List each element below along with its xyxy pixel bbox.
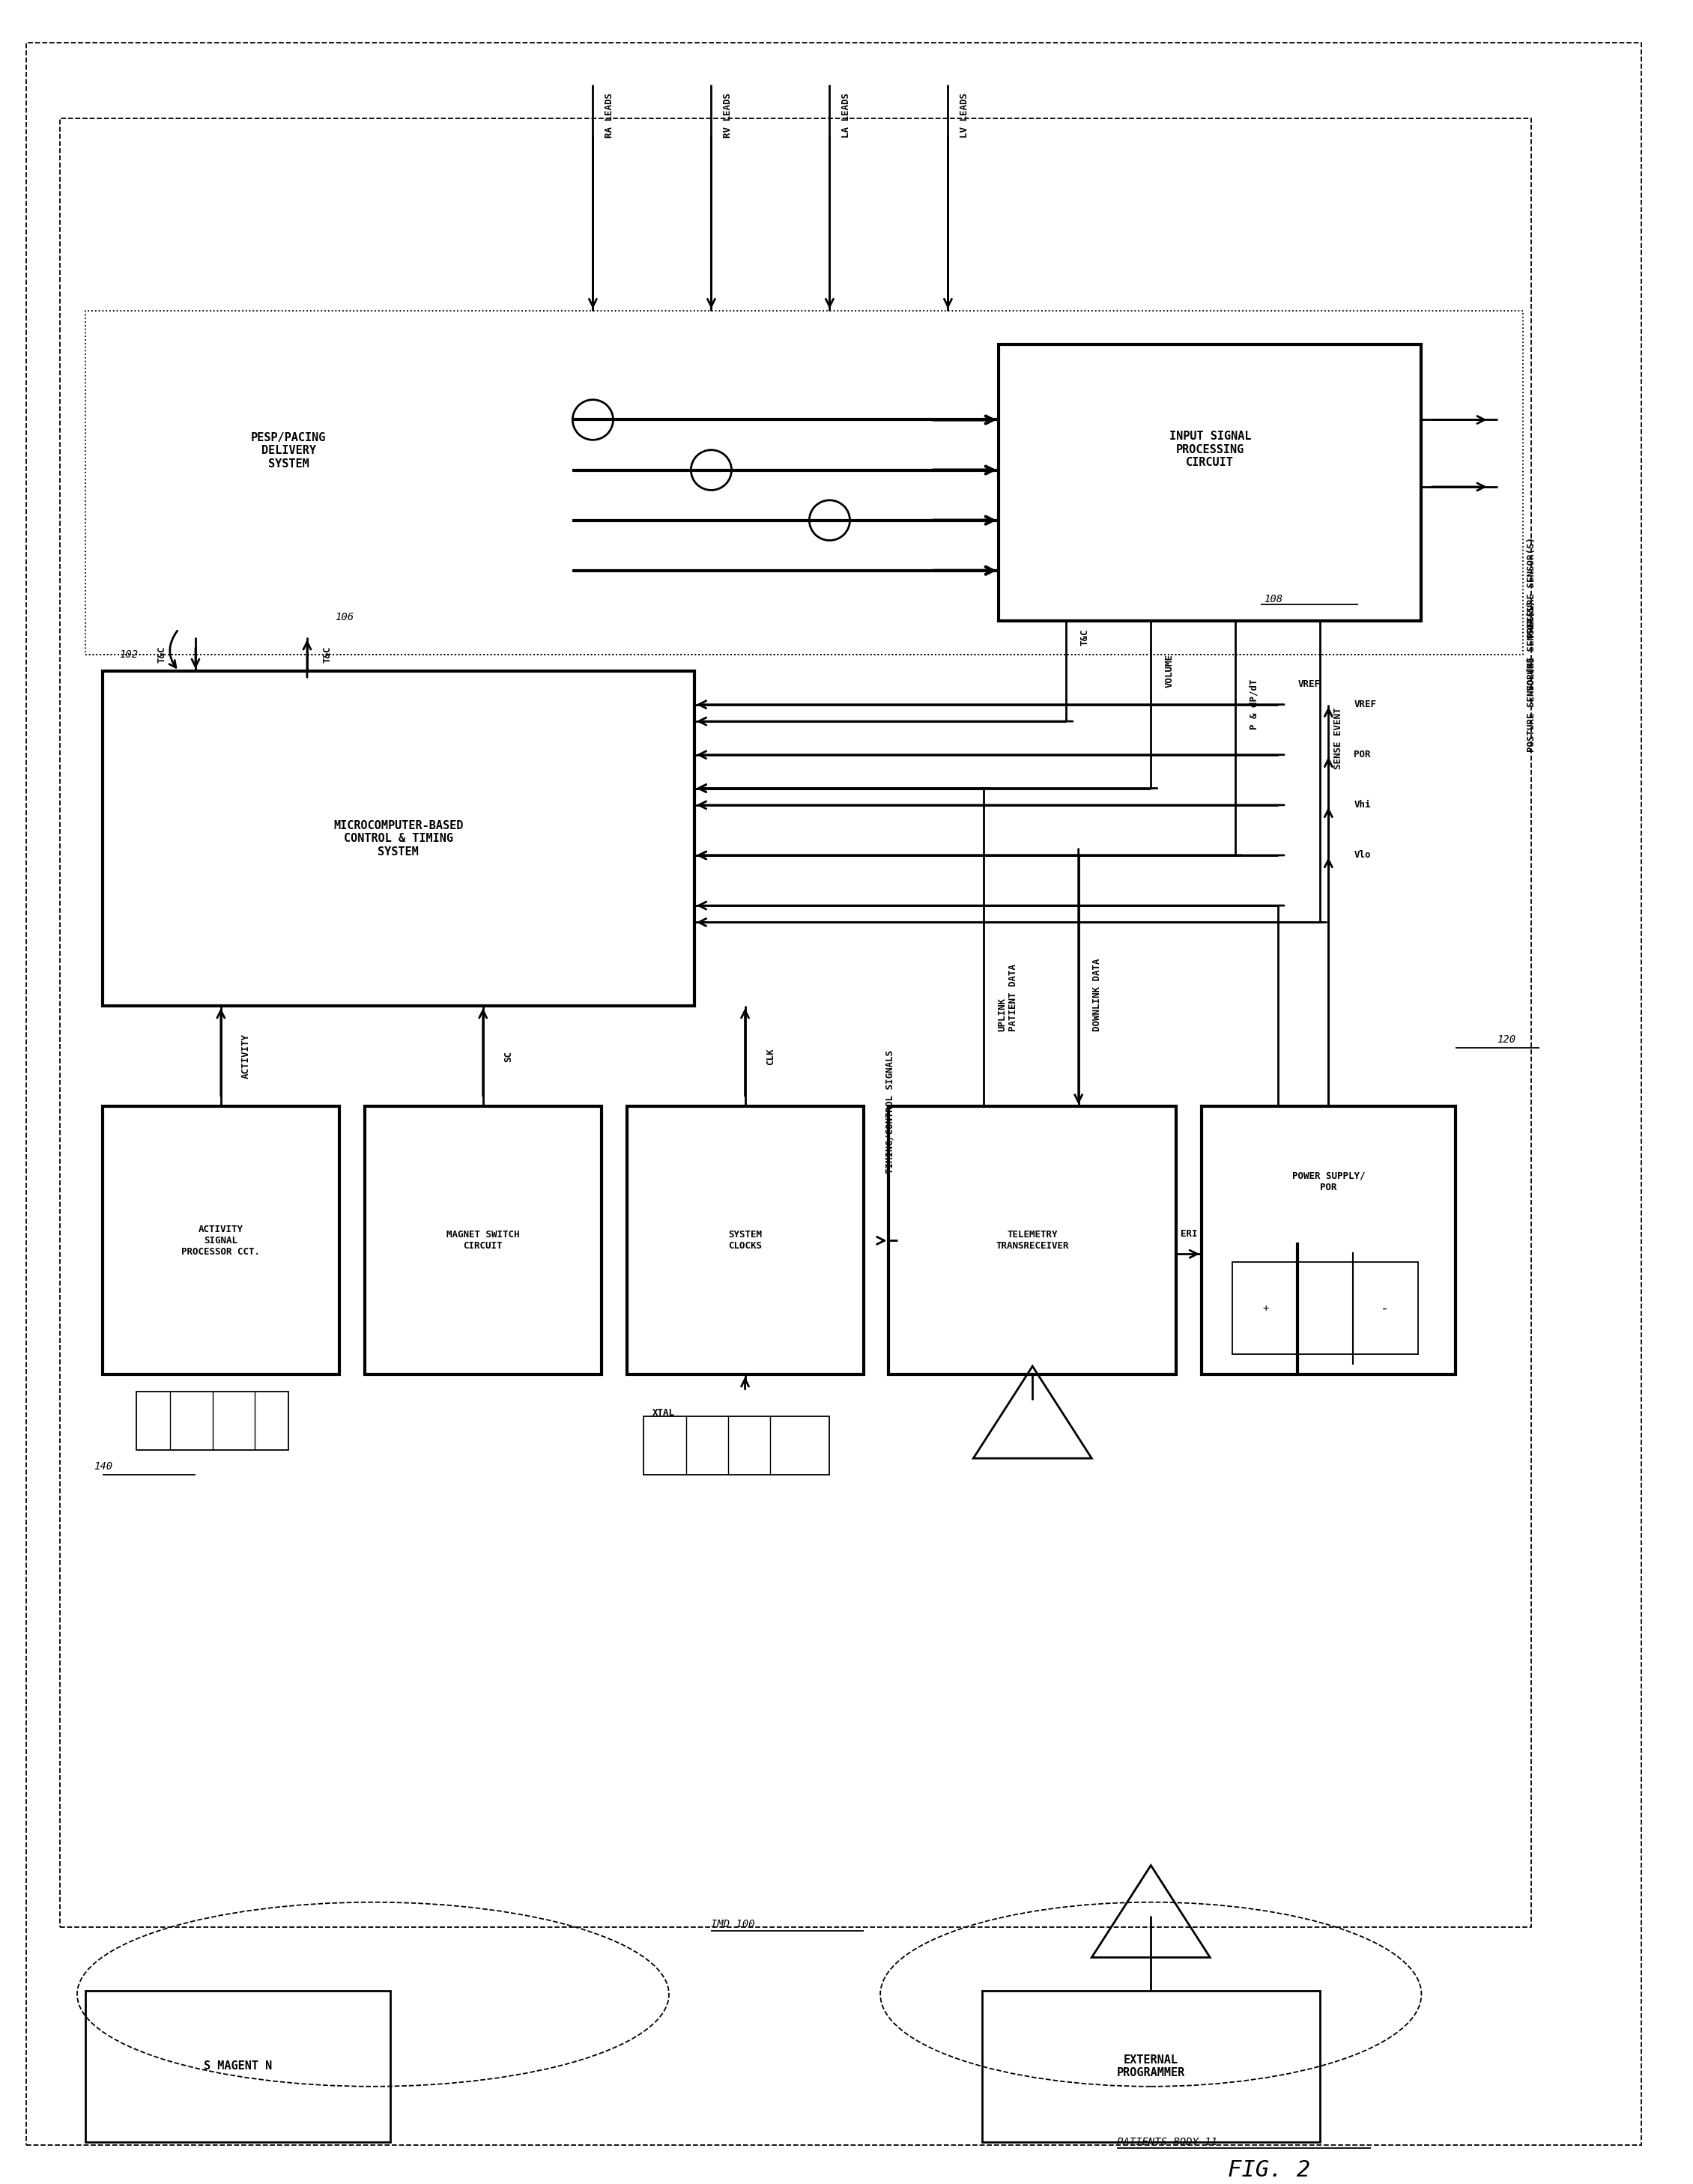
- Bar: [643, 1417, 830, 1474]
- Text: LV LEADS: LV LEADS: [960, 94, 970, 138]
- Text: ACTIVITY
SIGNAL
PROCESSOR CCT.: ACTIVITY SIGNAL PROCESSOR CCT.: [181, 1225, 261, 1256]
- Bar: [1233, 1262, 1419, 1354]
- Bar: [103, 670, 694, 1007]
- Text: RV LEADS: RV LEADS: [723, 94, 733, 138]
- Text: CLK: CLK: [765, 1048, 775, 1066]
- Text: T&C: T&C: [1080, 629, 1090, 646]
- Text: Vhi: Vhi: [1354, 799, 1371, 810]
- Bar: [626, 1107, 863, 1374]
- Text: ACTIVITY: ACTIVITY: [240, 1033, 251, 1079]
- Text: POWER SUPPLY/
POR: POWER SUPPLY/ POR: [1292, 1171, 1365, 1192]
- Text: VOLUME: VOLUME: [1165, 655, 1175, 688]
- Text: TIMING/CONTROL SIGNALS: TIMING/CONTROL SIGNALS: [885, 1051, 896, 1173]
- Bar: [103, 336, 474, 638]
- Text: +: +: [1263, 1304, 1268, 1313]
- Text: DOWNLINK DATA: DOWNLINK DATA: [1092, 959, 1102, 1031]
- Text: VREF: VREF: [1299, 679, 1321, 690]
- Bar: [889, 1107, 1177, 1374]
- Text: S MAGENT N: S MAGENT N: [203, 2062, 273, 2073]
- Text: EXTERNAL
PROGRAMMER: EXTERNAL PROGRAMMER: [1117, 2055, 1185, 2079]
- Text: PESP/PACING
DELIVERY
SYSTEM: PESP/PACING DELIVERY SYSTEM: [251, 432, 327, 470]
- Text: P & dP/dT: P & dP/dT: [1249, 679, 1258, 729]
- Bar: [61, 118, 1532, 1926]
- Text: SENSE EVENT: SENSE EVENT: [1334, 708, 1343, 769]
- Text: IMD 100: IMD 100: [711, 1920, 755, 1928]
- Bar: [364, 1107, 601, 1374]
- Text: ERI: ERI: [1180, 1230, 1197, 1238]
- Text: PRESSURE SENSOR(S): PRESSURE SENSOR(S): [1527, 537, 1536, 638]
- Text: PATIENTS BODY 11: PATIENTS BODY 11: [1117, 2136, 1217, 2147]
- Text: 120: 120: [1497, 1035, 1515, 1044]
- Text: LA LEADS: LA LEADS: [841, 94, 852, 138]
- Text: VREF: VREF: [1354, 699, 1376, 710]
- Text: Vlo: Vlo: [1354, 850, 1371, 860]
- Text: 108: 108: [1265, 594, 1283, 605]
- Text: SC: SC: [503, 1051, 513, 1061]
- Text: -: -: [1380, 1302, 1388, 1315]
- Text: XTAL: XTAL: [652, 1409, 674, 1417]
- Text: 140: 140: [95, 1461, 113, 1472]
- Text: SYSTEM
CLOCKS: SYSTEM CLOCKS: [728, 1230, 762, 1251]
- Text: MAGNET SWITCH
CIRCUIT: MAGNET SWITCH CIRCUIT: [447, 1230, 520, 1251]
- Bar: [86, 1992, 389, 2143]
- Text: POR: POR: [1354, 749, 1371, 760]
- Text: 106: 106: [335, 612, 354, 622]
- Text: UPLINK
PATIENT DATA: UPLINK PATIENT DATA: [997, 963, 1017, 1031]
- Text: T&C: T&C: [157, 646, 166, 662]
- Text: 102: 102: [120, 649, 139, 660]
- Text: MICROCOMPUTER-BASED
CONTROL & TIMING
SYSTEM: MICROCOMPUTER-BASED CONTROL & TIMING SYS…: [334, 819, 464, 856]
- Bar: [103, 1107, 339, 1374]
- Text: VOLUME SENSOR(S): VOLUME SENSOR(S): [1527, 601, 1536, 690]
- Text: T&C: T&C: [323, 646, 332, 662]
- Text: RA LEADS: RA LEADS: [604, 94, 615, 138]
- Bar: [86, 310, 1524, 655]
- Text: FIG. 2: FIG. 2: [1227, 2160, 1310, 2182]
- Text: POSTURE SENSOR(S): POSTURE SENSOR(S): [1527, 657, 1536, 751]
- Text: INPUT SIGNAL
PROCESSING
CIRCUIT: INPUT SIGNAL PROCESSING CIRCUIT: [1170, 430, 1251, 467]
- Bar: [1202, 1107, 1456, 1374]
- Bar: [999, 345, 1422, 620]
- Bar: [137, 1391, 288, 1450]
- Bar: [982, 1992, 1321, 2143]
- Text: TELEMETRY
TRANSRECEIVER: TELEMETRY TRANSRECEIVER: [995, 1230, 1068, 1251]
